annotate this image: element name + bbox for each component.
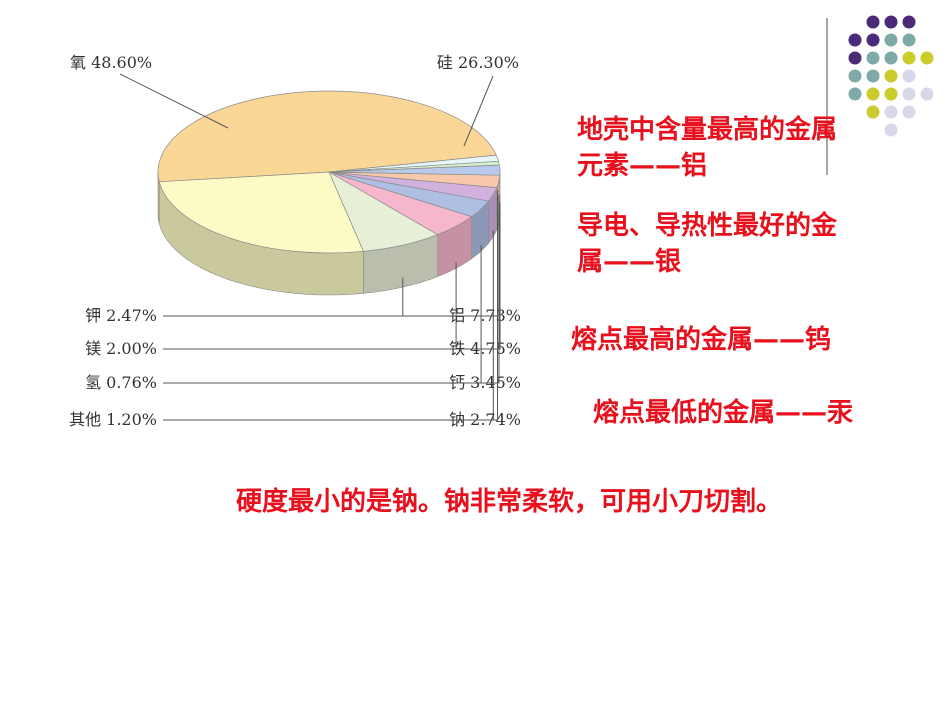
decorative-dot xyxy=(848,69,862,83)
decorative-dot xyxy=(884,105,898,119)
pie-slice-氧 xyxy=(157,90,497,183)
note-mercury: 熔点最低的金属——汞 xyxy=(593,398,854,428)
leader-line-镁 xyxy=(163,202,501,350)
note-tungsten: 熔点最高的金属——钨 xyxy=(571,325,832,355)
slice-label-钾: 钾 2.47% xyxy=(85,306,157,325)
decorative-dot xyxy=(884,33,898,47)
decorative-dot xyxy=(848,33,862,47)
pie-slice-其他 xyxy=(328,154,499,173)
decorative-dot xyxy=(884,15,898,29)
decorative-dot xyxy=(866,51,880,65)
slice-label-氢: 氢 0.76% xyxy=(85,373,157,392)
leader-line-氢 xyxy=(163,195,500,384)
note-aluminum-line1: 地壳中含量最高的金属 xyxy=(577,115,838,145)
slice-label-镁: 镁 2.00% xyxy=(85,339,157,358)
decorative-dot xyxy=(902,51,916,65)
decorative-dot xyxy=(866,15,880,29)
decorative-dot xyxy=(902,15,916,29)
decorative-dot xyxy=(866,69,880,83)
note-silver: 导电、导热性最好的金 属——银 xyxy=(577,208,837,280)
decorative-dot xyxy=(902,105,916,119)
decorative-dot xyxy=(884,123,898,137)
decorative-dot xyxy=(848,87,862,101)
decorative-dot xyxy=(884,69,898,83)
note-sodium: 硬度最小的是钠。钠非常柔软，可用小刀切割。 xyxy=(236,487,783,517)
note-silver-line2: 属——银 xyxy=(577,247,682,277)
leader-line-氧 xyxy=(119,73,229,129)
note-silver-line1: 导电、导热性最好的金 xyxy=(577,211,838,241)
decorative-dot xyxy=(866,105,880,119)
decorative-dot xyxy=(902,69,916,83)
decorative-dot xyxy=(848,51,862,65)
decorative-dot xyxy=(884,51,898,65)
decorative-dot xyxy=(866,87,880,101)
decorative-dot xyxy=(884,87,898,101)
decorative-dot xyxy=(920,51,934,65)
pie-slice-硅 xyxy=(158,171,365,254)
decorative-dot xyxy=(920,87,934,101)
decorative-dot xyxy=(902,33,916,47)
note-aluminum: 地壳中含量最高的金属 元素——铝 xyxy=(577,112,837,184)
note-aluminum-line2: 元素——铝 xyxy=(577,151,708,181)
decorative-dot xyxy=(866,33,880,47)
slice-label-硅: 硅 26.30% xyxy=(437,53,519,72)
leader-line-硅 xyxy=(463,75,494,147)
decorative-dot xyxy=(902,87,916,101)
slice-label-其他: 其他 1.20% xyxy=(69,410,157,429)
leader-line-其他 xyxy=(163,190,498,421)
slice-label-氧: 氧 48.60% xyxy=(70,53,152,72)
